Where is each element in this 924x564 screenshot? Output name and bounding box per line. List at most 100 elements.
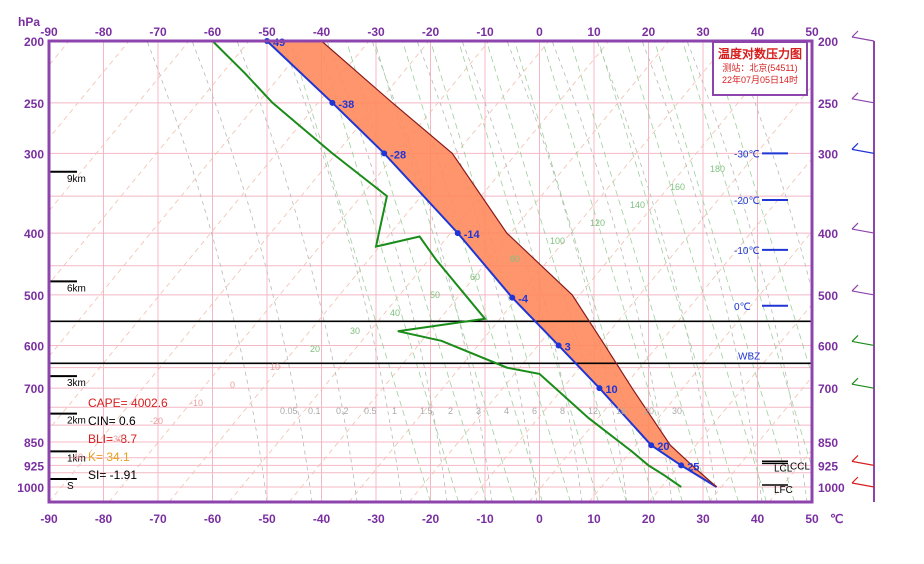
pressure-tick-right: 1000 [818, 481, 845, 495]
x-tick-label-bottom: 30 [696, 512, 710, 526]
theta-label: 40 [390, 308, 400, 318]
index-label: K= 34.1 [88, 450, 130, 464]
isotherm-label: -30℃ [734, 149, 760, 160]
x-tick-label-top: -70 [149, 25, 167, 39]
moist-adiabat [731, 41, 812, 293]
moist-adiabat [506, 41, 628, 502]
mixing-ratio-label: 1.5 [420, 406, 433, 416]
temperature-label: 3 [565, 341, 571, 353]
x-tick-label-bottom: -90 [40, 512, 58, 526]
temperature-line [266, 40, 718, 488]
pressure-tick-left: 300 [24, 147, 44, 161]
wind-barb-flag [851, 284, 859, 292]
height-label: S [67, 481, 74, 492]
x-tick-label-top: 40 [751, 25, 765, 39]
x-tick-label-bottom: -80 [95, 512, 113, 526]
pressure-tick-right: 600 [818, 339, 838, 353]
dry-adiabat [468, 85, 812, 502]
wind-barb-flag [851, 377, 859, 385]
mixing-ratio-label: 0.1 [308, 406, 321, 416]
dewpoint-line [211, 40, 682, 488]
x-tick-label-bottom: -50 [258, 512, 276, 526]
moist-adiabat [641, 41, 763, 502]
mixing-ratio-line [290, 41, 431, 502]
mixing-ratio-label: 0.05 [280, 406, 298, 416]
x-tick-label-top: 30 [696, 25, 710, 39]
cape-area [267, 41, 717, 487]
x-tick-label-top: -50 [258, 25, 276, 39]
x-tick-label-top: -60 [204, 25, 222, 39]
wind-barb-flag [851, 454, 859, 462]
mixing-ratio-line [486, 41, 627, 502]
mixing-ratio-label: 12 [588, 406, 598, 416]
pressure-tick-right: 400 [818, 227, 838, 241]
height-label: 3km [67, 378, 86, 389]
x-tick-label-top: -20 [422, 25, 440, 39]
theta-label: 160 [670, 182, 685, 192]
temperature-point [454, 230, 461, 237]
temperature-label: 20 [657, 441, 669, 453]
mixing-ratio-line [654, 41, 795, 502]
dry-adiabat [288, 41, 670, 502]
dry-adiabat [528, 158, 812, 502]
wind-barb [851, 340, 875, 347]
index-label: SI= -1.91 [88, 468, 137, 482]
mixing-ratio-line [570, 41, 711, 502]
pressure-tick-left: 850 [24, 436, 44, 450]
time-label: 22年07月05日14时 [721, 75, 799, 85]
dry-adiabat [829, 41, 924, 502]
mixing-ratio-line [514, 41, 655, 502]
moist-adiabat [146, 41, 268, 502]
dry-adiabat [648, 303, 812, 502]
mixing-ratio-label: 0.5 [364, 406, 377, 416]
height-label: 1km [67, 453, 86, 464]
station-label: 测站：北京(54511) [722, 63, 798, 73]
cape-fill [267, 41, 717, 487]
theta-label: -40 [70, 452, 83, 462]
x-tick-label-bottom: 40 [751, 512, 765, 526]
index-label: CAPE= 4002.6 [88, 396, 168, 410]
theta-label: 60 [470, 272, 480, 282]
wind-barb [851, 148, 875, 154]
pressure-tick-right: 300 [818, 147, 838, 161]
temperature-label: -38 [338, 99, 354, 111]
isotherm-label: -10℃ [734, 246, 760, 257]
pressure-tick-left: 200 [24, 35, 44, 49]
temperature-point [648, 442, 655, 449]
mixing-ratio-line [318, 41, 459, 502]
theta-label: -20 [150, 416, 163, 426]
dry-adiabat [108, 41, 490, 502]
dry-adiabat [49, 41, 190, 212]
wind-barb [851, 383, 875, 389]
mixing-ratio-line [598, 41, 739, 502]
x-tick-label-top: 10 [587, 25, 601, 39]
dry-adiabat [49, 41, 250, 285]
theta-label: 0 [230, 380, 235, 390]
pressure-tick-right: 250 [818, 97, 838, 111]
x-tick-label-top: 50 [805, 25, 819, 39]
title-box: 温度对数压力图 测站：北京(54511) 22年07月05日14时 [712, 41, 808, 96]
dry-adiabat [708, 376, 812, 502]
temperature-label: -14 [464, 229, 481, 241]
dry-adiabat [408, 41, 790, 502]
theta-label: -10 [190, 398, 203, 408]
wind-barb-flag [851, 92, 859, 100]
height-label: 6km [67, 283, 86, 294]
temperature-label: 10 [605, 384, 617, 396]
level-label: LCL [774, 463, 793, 474]
x-tick-label-top: 0 [536, 25, 543, 39]
mixing-ratio-label: 20 [644, 406, 654, 416]
x-tick-label-bottom: 0 [536, 512, 543, 526]
mixing-ratio-label: 0.2 [336, 406, 349, 416]
temperature-point [381, 150, 388, 157]
x-tick-label-bottom: -30 [367, 512, 385, 526]
wind-barbs [851, 30, 875, 502]
mixing-ratio-line [626, 41, 767, 502]
pressure-tick-right: 200 [818, 35, 838, 49]
pressure-tick-right: 700 [818, 382, 838, 396]
y-axis-label: hPa [18, 15, 40, 29]
mixing-ratio-label: 3 [476, 406, 481, 416]
theta-label: 50 [430, 290, 440, 300]
temperature-label: 25 [687, 461, 699, 473]
